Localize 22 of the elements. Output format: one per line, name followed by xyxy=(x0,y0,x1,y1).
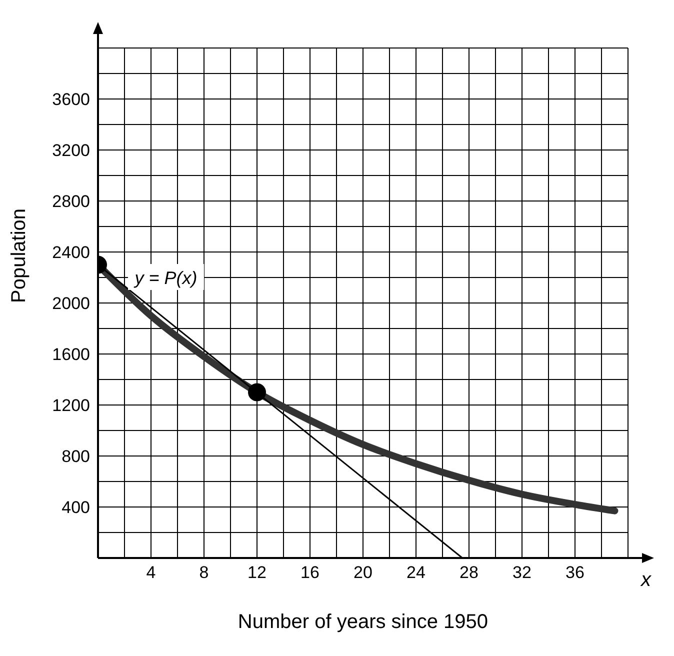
y-tick-label: 2400 xyxy=(52,243,90,262)
y-tick-label: 1200 xyxy=(52,396,90,416)
y-tick-label: 2800 xyxy=(52,192,90,212)
y-tick-label: 400 xyxy=(62,498,90,518)
x-tick-label: 24 xyxy=(406,563,426,582)
x-tick-label: 20 xyxy=(354,563,372,582)
x-axis-title: Number of years since 1950 xyxy=(238,611,488,633)
y-tick-label: 3200 xyxy=(52,141,90,160)
x-tick-label: 12 xyxy=(248,563,266,582)
y-axis-title: Population xyxy=(8,208,30,303)
x-tick-label: 36 xyxy=(566,563,584,582)
x-tick-label: 16 xyxy=(300,563,320,582)
y-tick-label: 3600 xyxy=(52,90,90,110)
y-tick-label: 2000 xyxy=(52,294,90,314)
x-tick-label: 4 xyxy=(146,563,156,582)
y-tick-label: 800 xyxy=(62,447,90,466)
x-tick-label: 28 xyxy=(460,563,478,582)
annotation: y = P(x) xyxy=(132,268,198,288)
x-tick-label: 32 xyxy=(512,563,532,582)
text: x xyxy=(640,569,652,591)
y-tick-label: 1600 xyxy=(52,345,90,364)
x-tick-label: 8 xyxy=(199,563,209,582)
